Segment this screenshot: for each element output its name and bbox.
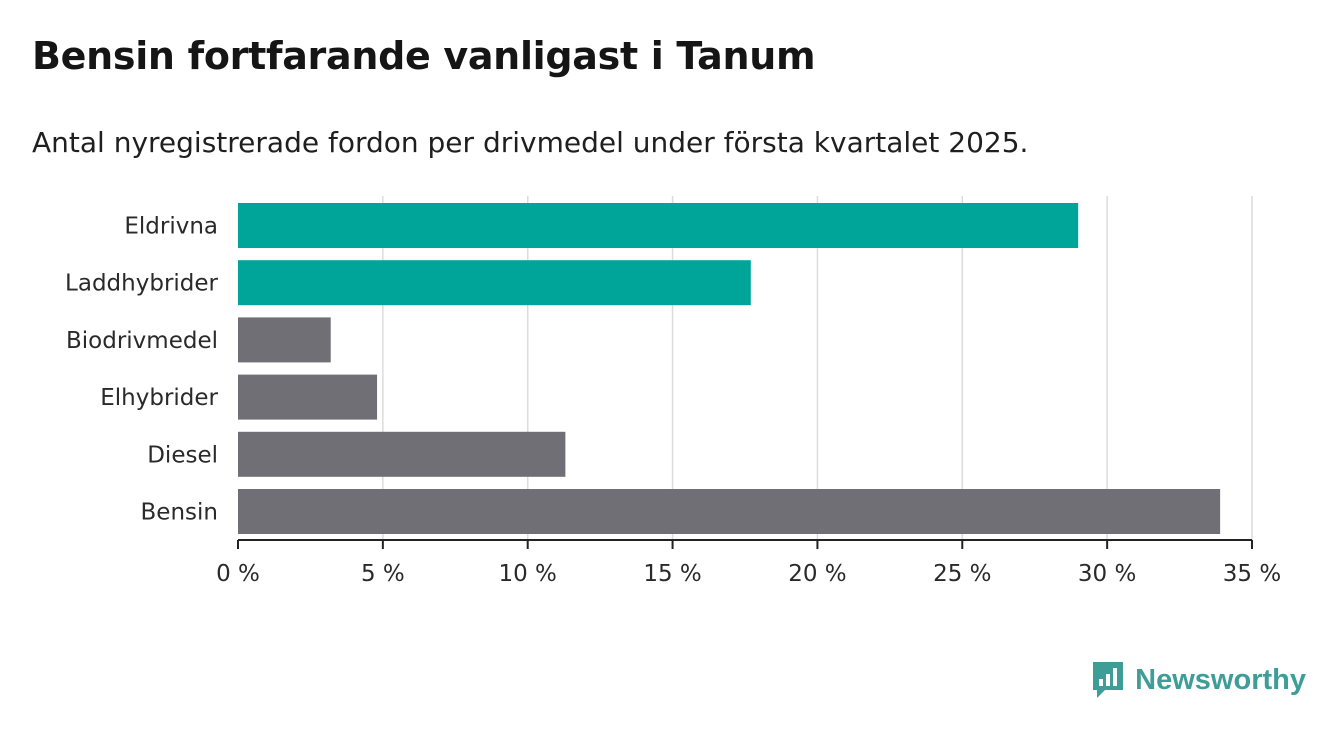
chart-subtitle: Antal nyregistrerade fordon per drivmede… (32, 126, 1029, 159)
category-label: Elhybrider (100, 385, 218, 411)
x-tick-label: 5 % (361, 561, 405, 587)
bar (238, 431, 566, 477)
category-label: Bensin (141, 500, 218, 526)
bar-chart-speech-icon (1093, 662, 1124, 698)
category-label: Biodrivmedel (66, 328, 218, 354)
newsworthy-logo: Newsworthy (1091, 660, 1306, 700)
x-tick-label: 35 % (1223, 561, 1281, 587)
chart-title: Bensin fortfarande vanligast i Tanum (32, 34, 816, 78)
bar (238, 374, 378, 420)
x-tick-label: 30 % (1078, 561, 1136, 587)
bar (238, 260, 751, 306)
category-label: Diesel (147, 442, 218, 468)
bar (238, 317, 331, 363)
category-label: Eldrivna (124, 214, 218, 240)
x-tick-label: 20 % (788, 561, 846, 587)
bar (238, 489, 1221, 534)
bar (238, 203, 1079, 248)
category-label: Laddhybrider (65, 271, 218, 297)
brand-name: Newsworthy (1135, 663, 1306, 696)
x-tick-label: 25 % (933, 561, 991, 587)
x-tick-label: 10 % (498, 561, 556, 587)
x-tick-label: 15 % (643, 561, 701, 587)
x-tick-label: 0 % (216, 561, 260, 587)
